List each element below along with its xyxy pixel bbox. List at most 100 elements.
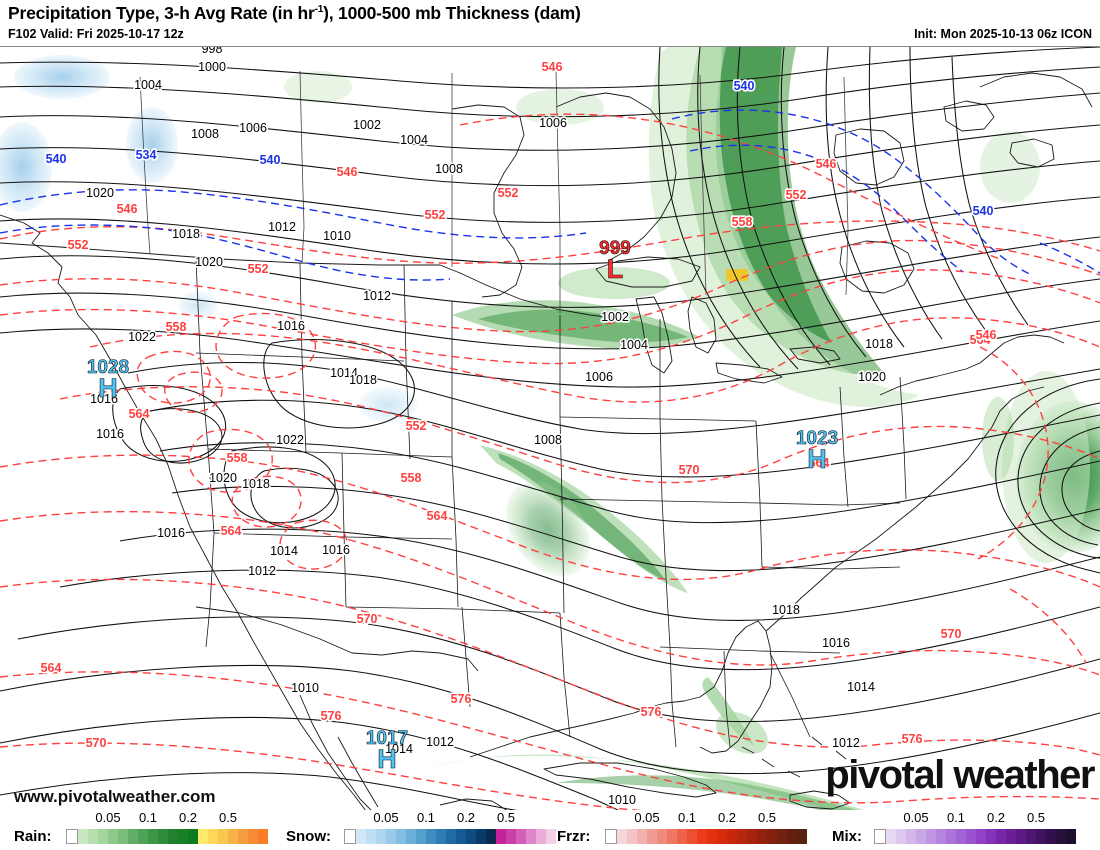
contour-label: 570 bbox=[357, 612, 378, 626]
contour-label: 1014 bbox=[270, 544, 298, 558]
valid-time-label: F102 Valid: Fri 2025-10-17 12z bbox=[8, 27, 184, 41]
lake-michigan bbox=[635, 296, 673, 374]
colorbar-swatch bbox=[986, 829, 996, 844]
colorbar-swatch bbox=[717, 829, 727, 844]
colorbar-swatch bbox=[466, 829, 476, 844]
contour-label: 564 bbox=[427, 509, 448, 523]
colorbar-label-snow: Snow: bbox=[286, 828, 331, 845]
contour-label: 1002 bbox=[353, 118, 381, 132]
colorbar-strip-frzr[interactable] bbox=[605, 829, 807, 844]
colorbar-label-rain: Rain: bbox=[14, 828, 52, 845]
colorbar-swatch bbox=[777, 829, 787, 844]
colorbar-swatch bbox=[996, 829, 1006, 844]
colorbar-swatch bbox=[66, 829, 78, 844]
lake-erie bbox=[715, 362, 783, 384]
colorbar-group-frzr: Frzr: 0.05 0.1 0.2 0.5 bbox=[545, 810, 817, 850]
precip-patch-hudson bbox=[284, 71, 352, 103]
colorbar-swatch bbox=[258, 829, 268, 844]
colorbar-swatch bbox=[396, 829, 406, 844]
colorbar-swatch bbox=[108, 829, 118, 844]
colorbar-swatch bbox=[218, 829, 228, 844]
precip-shading-layer bbox=[0, 47, 1100, 810]
coastline-hudson-bay bbox=[451, 104, 525, 298]
coastline-bahamas bbox=[741, 736, 847, 778]
contour-label: 1020 bbox=[86, 186, 114, 200]
colorbar-tick: 0.1 bbox=[416, 810, 436, 825]
colorbar-swatch bbox=[416, 829, 426, 844]
colorbar-strip-snow[interactable] bbox=[344, 829, 556, 844]
colorbar-ticks-frzr: 0.05 0.1 0.2 0.5 bbox=[545, 810, 825, 828]
precip-blob-atlantic-halo bbox=[1002, 371, 1090, 563]
colorbar-swatch bbox=[1036, 829, 1046, 844]
colorbar-swatch bbox=[707, 829, 717, 844]
contour-label: 1020 bbox=[195, 255, 223, 269]
precip-halo-greatlakes bbox=[648, 47, 920, 407]
contour-label: 1006 bbox=[539, 116, 567, 130]
contour-label: 1018 bbox=[865, 337, 893, 351]
lake-ontario bbox=[789, 346, 841, 364]
contour-label: 552 bbox=[248, 262, 269, 276]
colorbar-swatch bbox=[228, 829, 238, 844]
colorbar-tick: 0.5 bbox=[757, 810, 777, 825]
contour-label: 1012 bbox=[426, 735, 454, 749]
contour-label: 1016 bbox=[157, 526, 185, 540]
coastline-ne-us bbox=[879, 334, 1065, 396]
colorbar-swatch bbox=[406, 829, 416, 844]
colorbar-swatch bbox=[687, 829, 697, 844]
colorbar-label-frzr: Frzr: bbox=[557, 828, 591, 845]
title-main: Precipitation Type, 3-h Avg Rate (in hr bbox=[8, 3, 315, 23]
colorbar-tick: 0.2 bbox=[986, 810, 1006, 825]
contour-label: 1014 bbox=[330, 366, 358, 380]
contour-label: 1002 bbox=[601, 310, 629, 324]
contour-label-layer: 998 1000 1004 1008 1006 1002 1004 1006 1008 1020 1… bbox=[39, 47, 998, 809]
contour-label: 1014 bbox=[385, 742, 413, 756]
colorbar-swatch bbox=[906, 829, 916, 844]
contour-label: 1004 bbox=[134, 78, 162, 92]
colorbar-tick: 0.5 bbox=[1026, 810, 1046, 825]
colorbar-ticks-mix: 0.05 0.1 0.2 0.5 bbox=[820, 810, 1100, 828]
contour-label: 1000 bbox=[198, 60, 226, 74]
colorbar-swatch bbox=[188, 829, 198, 844]
contour-label: 540 bbox=[46, 152, 67, 166]
contour-label: 552 bbox=[406, 419, 427, 433]
precip-arm-lakes-west-core bbox=[478, 309, 688, 343]
colorbar-swatch bbox=[98, 829, 108, 844]
contour-label: 558 bbox=[401, 471, 422, 485]
contour-label: 570 bbox=[941, 627, 962, 641]
contour-label: 576 bbox=[902, 732, 923, 746]
contour-label: 1020 bbox=[209, 471, 237, 485]
contour-label: 576 bbox=[321, 709, 342, 723]
thickness-warm-contours bbox=[0, 113, 1100, 810]
contour-label: 1006 bbox=[585, 370, 613, 384]
colorbar-swatch bbox=[1066, 829, 1076, 844]
coastline-baja bbox=[299, 694, 379, 810]
colorbar-swatch bbox=[516, 829, 526, 844]
colorbar-swatch bbox=[747, 829, 757, 844]
colorbar-swatch bbox=[946, 829, 956, 844]
map-canvas[interactable]: 998 1000 1004 1008 1006 1002 1004 1006 1008 1020 1… bbox=[0, 46, 1100, 810]
contour-label: 564 bbox=[41, 661, 62, 675]
init-time-label: Init: Mon 2025-10-13 06z ICON bbox=[914, 27, 1092, 41]
colorbar-swatch bbox=[376, 829, 386, 844]
colorbar-tick: 0.2 bbox=[456, 810, 476, 825]
contour-label: 1018 bbox=[349, 373, 377, 387]
colorbar-strip-mix[interactable] bbox=[874, 829, 1076, 844]
contour-label: 576 bbox=[451, 692, 472, 706]
contour-label: 1004 bbox=[400, 133, 428, 147]
colorbar-swatch bbox=[248, 829, 258, 844]
snow-patch-rockies bbox=[358, 387, 418, 423]
contour-label: 1006 bbox=[239, 121, 267, 135]
colorbar-strip-rain[interactable] bbox=[66, 829, 268, 844]
colorbar-ticks-rain: 0.05 0.1 0.2 0.5 bbox=[0, 810, 280, 828]
brand-logo-dot: o bbox=[878, 753, 903, 797]
colorbar-group-mix: Mix: 0.05 0.1 0.2 0.5 bbox=[820, 810, 1100, 850]
colorbar-tick: 0.5 bbox=[496, 810, 516, 825]
colorbar-swatch bbox=[605, 829, 617, 844]
contour-label: 576 bbox=[641, 705, 662, 719]
colorbar-tick: 0.1 bbox=[946, 810, 966, 825]
coastline-cuba bbox=[543, 762, 717, 798]
border-us-mexico bbox=[195, 606, 479, 672]
colorbar-swatch bbox=[1056, 829, 1066, 844]
contour-label: 1018 bbox=[242, 477, 270, 491]
precip-blob-gulfstream bbox=[716, 712, 768, 754]
